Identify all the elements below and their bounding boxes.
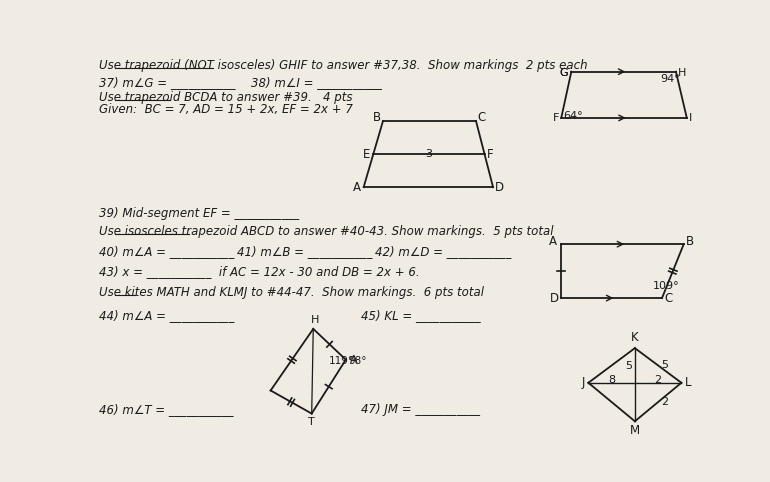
Text: L: L bbox=[685, 376, 691, 389]
Text: J: J bbox=[582, 376, 585, 389]
Text: D: D bbox=[550, 292, 559, 305]
Text: H: H bbox=[310, 315, 319, 325]
Text: A: A bbox=[353, 181, 361, 194]
Text: B: B bbox=[686, 235, 694, 248]
Text: T: T bbox=[308, 417, 315, 428]
Text: 5: 5 bbox=[661, 361, 668, 371]
Text: 40) m∠A = ___________: 40) m∠A = ___________ bbox=[99, 245, 235, 258]
Text: A: A bbox=[549, 235, 557, 248]
Text: 8: 8 bbox=[608, 375, 615, 385]
Text: A: A bbox=[350, 355, 357, 365]
Text: 46) m∠T = ___________: 46) m∠T = ___________ bbox=[99, 403, 234, 416]
Text: Use trapezoid (NOT isosceles) GHIF to answer #37,38.  Show markings  2 pts each: Use trapezoid (NOT isosceles) GHIF to an… bbox=[99, 59, 588, 72]
Text: E: E bbox=[363, 147, 370, 161]
Text: F: F bbox=[553, 113, 559, 123]
Text: K: K bbox=[631, 331, 638, 344]
Text: Use isosceles trapezoid ABCD to answer #40-43. Show markings.  5 pts total: Use isosceles trapezoid ABCD to answer #… bbox=[99, 226, 554, 239]
Text: 109°: 109° bbox=[653, 281, 679, 291]
Text: 43) x = ___________  if AC = 12x - 30 and DB = 2x + 6.: 43) x = ___________ if AC = 12x - 30 and… bbox=[99, 266, 420, 279]
Text: 47) JM = ___________: 47) JM = ___________ bbox=[361, 403, 480, 416]
Text: 41) m∠B = ___________: 41) m∠B = ___________ bbox=[237, 245, 373, 258]
Text: 119°: 119° bbox=[329, 356, 354, 365]
Text: Use kites MATH and KLMJ to #44-47.  Show markings.  6 pts total: Use kites MATH and KLMJ to #44-47. Show … bbox=[99, 286, 484, 299]
Text: C: C bbox=[477, 111, 486, 124]
Text: 2: 2 bbox=[654, 375, 661, 385]
Text: 39) Mid-segment EF = ___________: 39) Mid-segment EF = ___________ bbox=[99, 207, 300, 220]
Text: 3: 3 bbox=[425, 149, 433, 159]
Text: G: G bbox=[560, 68, 568, 78]
Text: 98°: 98° bbox=[348, 356, 367, 365]
Text: 64°: 64° bbox=[563, 111, 582, 121]
Text: F: F bbox=[487, 147, 494, 161]
Text: C: C bbox=[665, 292, 672, 305]
Text: 2: 2 bbox=[661, 397, 668, 407]
Text: I: I bbox=[689, 113, 692, 123]
Text: 38) m∠I = ___________: 38) m∠I = ___________ bbox=[251, 76, 382, 89]
Text: B: B bbox=[373, 111, 381, 124]
Text: 94°: 94° bbox=[661, 75, 680, 84]
Text: 42) m∠D = ___________: 42) m∠D = ___________ bbox=[375, 245, 511, 258]
Text: 37) m∠G = ___________: 37) m∠G = ___________ bbox=[99, 76, 236, 89]
Text: 5: 5 bbox=[624, 362, 631, 372]
Text: Given:  BC = 7, AD = 15 + 2x, EF = 2x + 7: Given: BC = 7, AD = 15 + 2x, EF = 2x + 7 bbox=[99, 103, 353, 116]
Text: M: M bbox=[630, 424, 640, 437]
Text: Use trapezoid BCDA to answer #39.   4 pts: Use trapezoid BCDA to answer #39. 4 pts bbox=[99, 92, 353, 105]
Text: D: D bbox=[495, 181, 504, 194]
Text: G: G bbox=[560, 68, 568, 78]
Text: H: H bbox=[678, 68, 687, 78]
Text: 44) m∠A = ___________: 44) m∠A = ___________ bbox=[99, 309, 235, 322]
Text: 45) KL = ___________: 45) KL = ___________ bbox=[361, 309, 481, 322]
